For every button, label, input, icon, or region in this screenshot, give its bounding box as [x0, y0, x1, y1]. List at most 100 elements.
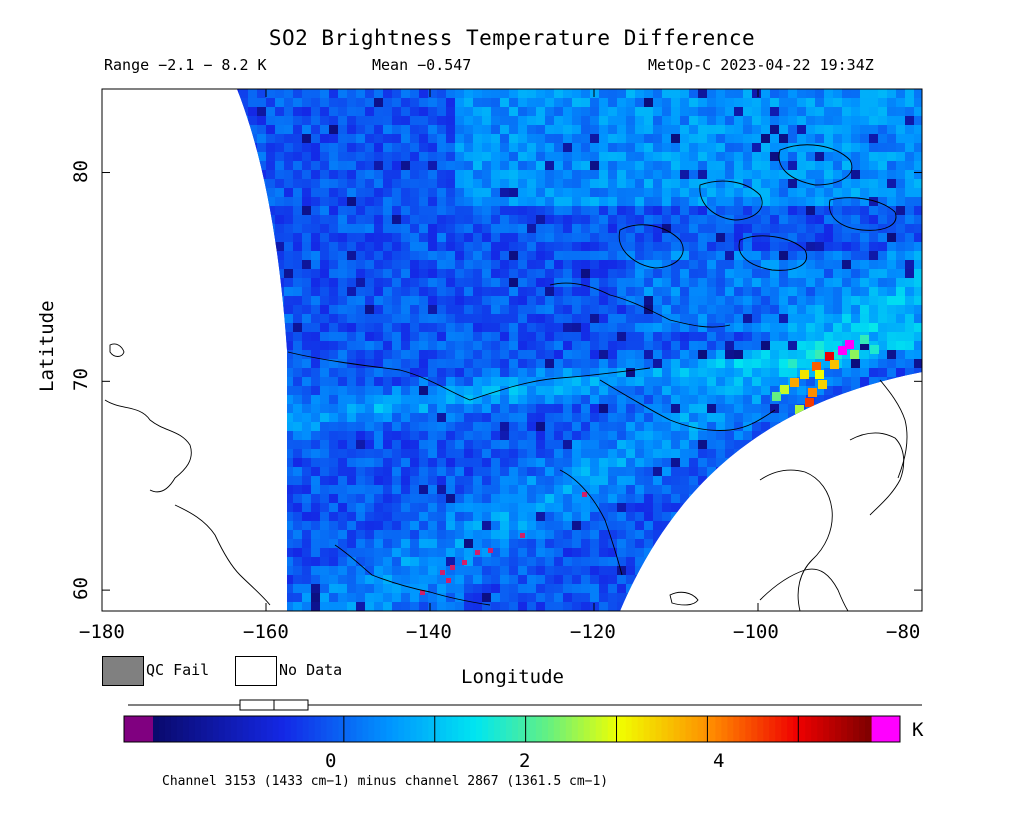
swath-pixel — [437, 197, 446, 206]
swath-pixel — [914, 332, 922, 341]
swath-pixel — [275, 350, 284, 359]
swath-pixel — [545, 242, 554, 251]
swath-pixel — [842, 404, 851, 413]
swath-pixel — [860, 296, 869, 305]
swath-pixel — [518, 161, 527, 170]
swath-pixel — [383, 575, 392, 584]
swath-pixel — [905, 188, 914, 197]
swath-pixel — [545, 350, 554, 359]
swath-pixel — [347, 395, 356, 404]
swath-pixel — [392, 602, 401, 611]
swath-pixel — [428, 197, 437, 206]
swath-pixel — [806, 134, 815, 143]
swath-pixel — [419, 422, 428, 431]
swath-pixel — [491, 359, 500, 368]
swath-pixel — [770, 503, 779, 512]
swath-pixel — [446, 323, 455, 332]
swath-pixel — [491, 377, 500, 386]
swath-pixel — [239, 386, 248, 395]
swath-pixel — [392, 530, 401, 539]
colorbar-segment — [200, 716, 208, 742]
swath-pixel — [851, 395, 860, 404]
swath-pixel — [671, 539, 680, 548]
swath-pixel — [464, 134, 473, 143]
swath-pixel — [293, 215, 302, 224]
swath-pixel — [446, 458, 455, 467]
swath-pixel — [734, 152, 743, 161]
swath-pixel — [464, 260, 473, 269]
swath-pixel — [806, 89, 815, 98]
swath-pixel — [761, 116, 770, 125]
swath-pixel — [365, 395, 374, 404]
swath-pixel — [311, 125, 320, 134]
swath-pixel — [392, 350, 401, 359]
swath-pixel — [419, 449, 428, 458]
plume-hotspot-pixel — [800, 370, 809, 379]
swath-pixel — [752, 431, 761, 440]
swath-pixel — [779, 278, 788, 287]
swath-pixel — [896, 98, 905, 107]
swath-pixel — [437, 593, 446, 602]
swath-pixel — [491, 341, 500, 350]
swath-pixel — [707, 161, 716, 170]
swath-pixel — [860, 89, 869, 98]
swath-pixel — [392, 242, 401, 251]
swath-pixel — [545, 188, 554, 197]
swath-pixel — [725, 539, 734, 548]
swath-pixel — [237, 341, 239, 350]
swath-pixel — [851, 377, 860, 386]
swath-pixel — [851, 188, 860, 197]
swath-pixel — [419, 584, 428, 593]
swath-pixel — [536, 242, 545, 251]
swath-pixel — [572, 341, 581, 350]
swath-pixel — [716, 566, 725, 575]
plume-spot-pixel — [475, 550, 480, 555]
swath-pixel — [761, 377, 770, 386]
swath-pixel — [869, 215, 878, 224]
swath-pixel — [860, 503, 869, 512]
swath-pixel — [302, 215, 311, 224]
swath-pixel — [374, 224, 383, 233]
swath-pixel — [545, 539, 554, 548]
swath-pixel — [635, 449, 644, 458]
swath-pixel — [401, 224, 410, 233]
colorbar-segment — [853, 716, 860, 742]
swath-pixel — [896, 161, 905, 170]
swath-pixel — [536, 530, 545, 539]
swath-pixel — [266, 206, 275, 215]
swath-pixel — [662, 350, 671, 359]
swath-pixel — [698, 602, 707, 611]
swath-pixels — [237, 89, 922, 611]
swath-pixel — [320, 548, 329, 557]
swath-pixel — [698, 485, 707, 494]
swath-pixel — [581, 188, 590, 197]
swath-pixel — [509, 296, 518, 305]
swath-pixel — [734, 404, 743, 413]
swath-pixel — [635, 503, 644, 512]
swath-pixel — [581, 521, 590, 530]
qc-fail-swatch — [102, 656, 144, 686]
swath-pixel — [815, 143, 824, 152]
swath-pixel — [455, 251, 464, 260]
swath-pixel — [464, 521, 473, 530]
swath-pixel — [896, 539, 905, 548]
swath-pixel — [797, 143, 806, 152]
swath-pixel — [410, 215, 419, 224]
swath-pixel — [473, 251, 482, 260]
swath-pixel — [671, 170, 680, 179]
swath-pixel — [815, 89, 824, 98]
swath-pixel — [554, 206, 563, 215]
swath-pixel — [410, 422, 419, 431]
swath-pixel — [365, 206, 374, 215]
swath-pixel — [896, 125, 905, 134]
swath-pixel — [599, 224, 608, 233]
swath-pixel — [239, 512, 248, 521]
swath-pixel — [887, 296, 896, 305]
swath-pixel — [302, 161, 311, 170]
swath-pixel — [527, 467, 536, 476]
swath-pixel — [896, 485, 905, 494]
swath-pixel — [491, 305, 500, 314]
swath-pixel — [428, 557, 437, 566]
swath-pixel — [518, 386, 527, 395]
swath-pixel — [878, 458, 887, 467]
